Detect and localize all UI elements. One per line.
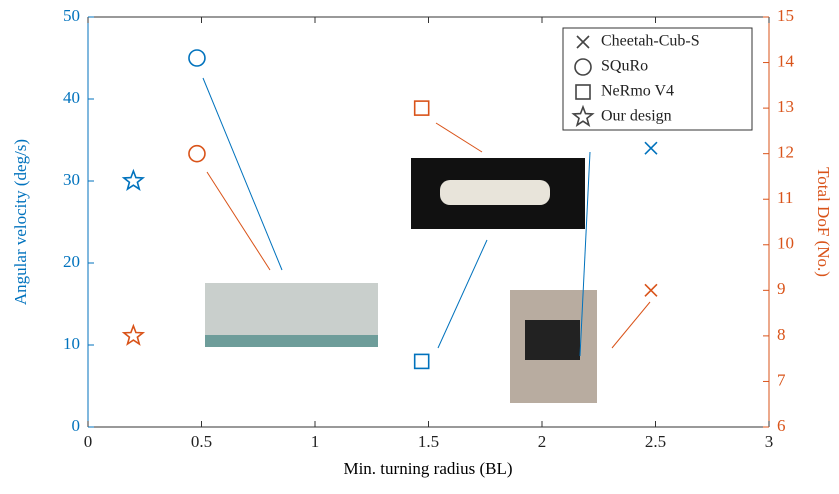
photo-cheetah-body xyxy=(525,320,580,360)
legend-box xyxy=(562,27,753,131)
leader-line xyxy=(202,77,283,271)
dof-point xyxy=(188,144,206,163)
x-tick-label: 3 xyxy=(765,432,774,451)
legend-label: NeRmo V4 xyxy=(601,83,674,100)
y2-tick-label: 9 xyxy=(777,279,786,298)
angular-velocity-point xyxy=(121,168,146,191)
leader-line xyxy=(579,151,591,357)
y2-tick-label: 11 xyxy=(777,188,793,207)
photo-nermo-body xyxy=(440,180,550,205)
angular-velocity-point xyxy=(188,49,206,67)
y-tick-label: 20 xyxy=(63,252,80,271)
leader-line xyxy=(437,239,488,349)
x-tick-label: 2 xyxy=(538,432,547,451)
leader-lines xyxy=(202,77,651,357)
y-tick-label: 40 xyxy=(63,88,80,107)
y2-axis-label: Total DoF (No.) xyxy=(814,167,833,277)
x-tick-label: 1 xyxy=(311,432,320,451)
y2-tick-label: 8 xyxy=(777,325,786,344)
dof-point xyxy=(644,283,658,297)
y-tick-label: 50 xyxy=(63,6,80,25)
x-tick-label: 2.5 xyxy=(645,432,666,451)
leader-line xyxy=(611,301,651,349)
y2-tick-label: 12 xyxy=(777,143,794,162)
legend-label: Our design xyxy=(601,108,672,125)
legend-marker xyxy=(576,35,590,49)
y-tick-label: 10 xyxy=(63,334,80,353)
leader-line xyxy=(435,122,483,153)
legend-label: SQuRo xyxy=(601,58,648,75)
dof-point xyxy=(413,100,430,116)
y-axis-label: Angular velocity (deg/s) xyxy=(11,139,30,305)
y-tick-label: 0 xyxy=(72,416,81,435)
y2-tick-label: 13 xyxy=(777,97,794,116)
legend-label: Cheetah-Cub-S xyxy=(601,33,700,50)
legend-marker xyxy=(575,84,591,100)
y2-tick-label: 10 xyxy=(777,234,794,253)
legend-marker xyxy=(574,58,592,76)
photo-squro-floor xyxy=(205,335,378,347)
y2-tick-label: 15 xyxy=(777,6,794,25)
angular-velocity-point xyxy=(644,141,658,155)
photos xyxy=(205,158,597,403)
dof-point xyxy=(121,323,146,346)
x-tick-label: 1.5 xyxy=(418,432,439,451)
y2-tick-label: 14 xyxy=(777,51,795,70)
y-tick-label: 30 xyxy=(63,170,80,189)
x-tick-label: 0.5 xyxy=(191,432,212,451)
legend-marker xyxy=(571,104,595,127)
y2-tick-label: 6 xyxy=(777,416,786,435)
x-tick-label: 0 xyxy=(84,432,93,451)
x-axis-label: Min. turning radius (BL) xyxy=(343,459,512,478)
angular-velocity-point xyxy=(413,353,430,370)
y2-tick-label: 7 xyxy=(777,370,786,389)
leader-line xyxy=(206,171,271,271)
